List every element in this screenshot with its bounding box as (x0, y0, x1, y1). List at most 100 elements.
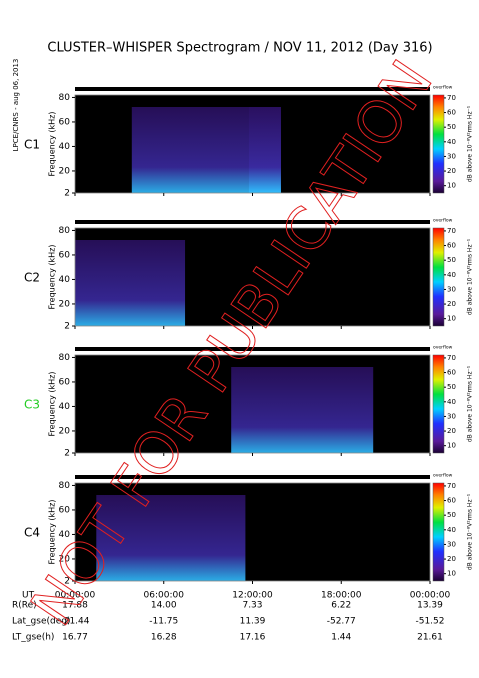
colorbar (432, 94, 445, 194)
colorbar-tick-label: 10 (447, 315, 456, 323)
colorbar-tick-label: 10 (447, 570, 456, 578)
colorbar-label: dB above 10⁻⁸V²rms Hz⁻¹ (467, 365, 474, 442)
colorbar (432, 482, 445, 582)
colorbar (432, 227, 445, 327)
x-tick-label: 06:00:00 (144, 591, 185, 601)
ephemeris-value: -11.75 (149, 617, 178, 627)
ephemeris-value: 7.33 (242, 601, 262, 611)
panel-label: C4 (24, 526, 40, 540)
ephemeris-value: 14.00 (151, 601, 177, 611)
colorbar-tick-label: 60 (447, 369, 456, 377)
ephemeris-row-label: LT_gse(h) (12, 633, 54, 643)
colorbar-tick-label: 40 (447, 398, 456, 406)
y-tick-label: 2 (64, 449, 70, 459)
colorbar-label: dB above 10⁻⁸V²rms Hz⁻¹ (467, 493, 474, 570)
ephemeris-value: 17.16 (240, 633, 266, 643)
y-tick-label: 20 (59, 554, 71, 564)
y-tick-label: 60 (59, 250, 71, 260)
x-tick-label: 00:00:00 (410, 591, 451, 601)
y-tick-label: 60 (59, 117, 71, 127)
colorbar-label: dB above 10⁻⁸V²rms Hz⁻¹ (467, 238, 474, 315)
ephemeris-value: 11.39 (240, 617, 266, 627)
colorbar-tick-label: 70 (447, 94, 456, 102)
panel-label: C3 (24, 398, 40, 412)
panel-label: C1 (24, 138, 40, 152)
colorbar-tick-label: 50 (447, 511, 456, 519)
ephemeris-value: 21.61 (417, 633, 443, 643)
spectrogram-activity (96, 495, 246, 581)
colorbar-tick-label: 60 (447, 497, 456, 505)
y-tick-label: 20 (59, 299, 71, 309)
colorbar-tick-label: 40 (447, 526, 456, 534)
y-tick-label: 20 (59, 426, 71, 436)
y-tick-label: 40 (59, 275, 71, 285)
ephemeris-value: -21.44 (60, 617, 89, 627)
ephemeris-value: -52.77 (327, 617, 356, 627)
status-bar (75, 475, 430, 479)
ephemeris-value: 16.77 (62, 633, 88, 643)
y-tick-label: 40 (59, 402, 71, 412)
colorbar-overflow: overflow (433, 218, 453, 224)
colorbar-tick-label: 60 (447, 109, 456, 117)
colorbar-overflow: overflow (433, 473, 453, 479)
colorbar-tick-label: 20 (447, 167, 456, 175)
panel-label: C2 (24, 271, 40, 285)
y-tick-label: 40 (59, 530, 71, 540)
status-bar (75, 347, 430, 351)
colorbar-tick-label: 70 (447, 482, 456, 490)
colorbar-tick-label: 70 (447, 227, 456, 235)
y-tick-label: 80 (59, 481, 71, 491)
ephemeris-value: 16.28 (151, 633, 177, 643)
colorbar-tick-label: 40 (447, 138, 456, 146)
y-axis-label: Frequency (kHz) (48, 245, 57, 310)
x-tick-label: 00:00:00 (55, 591, 96, 601)
colorbar-tick-label: 30 (447, 540, 456, 548)
colorbar-tick-label: 70 (447, 354, 456, 362)
colorbar-tick-label: 40 (447, 271, 456, 279)
x-tick-label: 18:00:00 (321, 591, 362, 601)
colorbar-tick-label: 30 (447, 412, 456, 420)
colorbar-tick-label: 20 (447, 427, 456, 435)
colorbar-tick-label: 10 (447, 442, 456, 450)
x-tick-label: 12:00:00 (232, 591, 273, 601)
ephemeris-row-label: R(Re) (12, 601, 37, 611)
y-axis-label: Frequency (kHz) (48, 112, 57, 177)
colorbar-tick-label: 50 (447, 383, 456, 391)
y-tick-label: 80 (59, 226, 71, 236)
colorbar-overflow: overflow (433, 85, 453, 91)
colorbar-overflow: overflow (433, 345, 453, 351)
colorbar-tick-label: 20 (447, 555, 456, 563)
y-tick-label: 2 (64, 577, 70, 587)
status-bar (75, 220, 430, 224)
ephemeris: UTR(Re) 17.88 14.00 7.33 6.22 13.39 Lat_gse(de… (12, 591, 445, 643)
y-tick-label: 2 (64, 189, 70, 199)
y-tick-label: 80 (59, 93, 71, 103)
y-tick-label: 60 (59, 377, 71, 387)
y-tick-label: 60 (59, 505, 71, 515)
ephemeris-value: 6.22 (331, 601, 351, 611)
spectrogram-activity (75, 240, 186, 326)
colorbar-tick-label: 50 (447, 256, 456, 264)
colorbar-tick-label: 20 (447, 300, 456, 308)
colorbar-tick-label: 60 (447, 242, 456, 250)
status-bar (75, 87, 430, 91)
spectrogram-activity (231, 367, 374, 453)
ephemeris-value: 1.44 (331, 633, 351, 643)
ut-label: UT (22, 591, 35, 601)
y-axis-label: Frequency (kHz) (48, 372, 57, 437)
spectrogram-activity (248, 107, 281, 193)
colorbar-tick-label: 30 (447, 285, 456, 293)
title: CLUSTER–WHISPER Spectrogram / NOV 11, 20… (47, 41, 432, 56)
y-tick-label: 20 (59, 166, 71, 176)
colorbar-tick-label: 50 (447, 123, 456, 131)
colorbar (432, 354, 445, 454)
ephemeris-value: 17.88 (62, 601, 88, 611)
credit: LPCE/CNRS - aug 06, 2013 (12, 59, 20, 152)
colorbar-label: dB above 10⁻⁸V²rms Hz⁻¹ (467, 105, 474, 182)
colorbar-tick-label: 30 (447, 152, 456, 160)
y-tick-label: 2 (64, 322, 70, 332)
y-axis-label: Frequency (kHz) (48, 500, 57, 565)
ephemeris-value: 13.39 (417, 601, 443, 611)
ephemeris-value: -51.52 (415, 617, 444, 627)
